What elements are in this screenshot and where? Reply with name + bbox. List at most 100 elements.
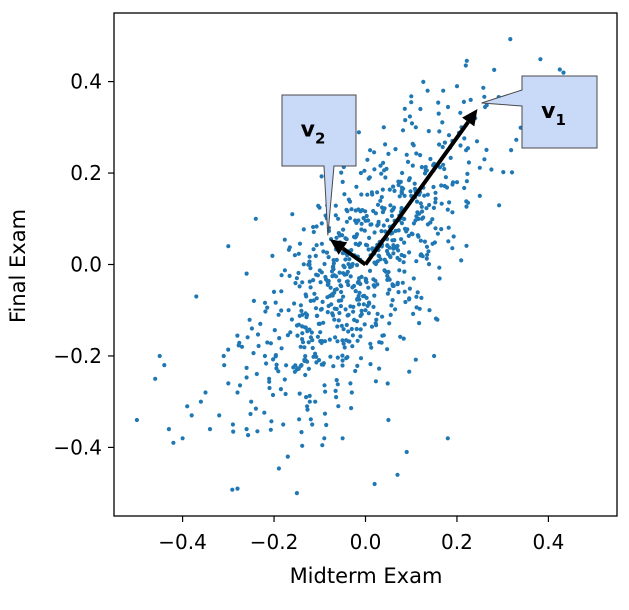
scatter-point [311,298,316,303]
scatter-point [302,345,307,350]
scatter-point [315,313,320,318]
scatter-point [279,346,284,351]
scatter-point [356,293,361,299]
scatter-point [381,160,386,165]
scatter-point [364,213,369,219]
scatter-point [337,310,342,316]
scatter-point [376,219,381,224]
scatter-point [407,297,412,302]
scatter-point [342,192,347,197]
scatter-point [414,294,419,299]
scatter-point [308,417,313,422]
scatter-point [417,211,422,216]
scatter-point [385,291,390,296]
scatter-point [482,157,487,162]
scatter-point [466,200,471,205]
scatter-point [355,297,360,302]
scatter-point [463,63,468,68]
scatter-point [332,317,337,322]
scatter-point [337,270,342,275]
scatter-point [361,302,366,307]
scatter-point [385,277,390,282]
scatter-point [353,241,358,246]
scatter-point [247,317,252,322]
scatter-point [419,252,424,257]
scatter-point [372,230,377,235]
scatter-point [308,335,313,340]
scatter-point [368,362,373,367]
scatter-point [282,237,287,242]
scatter-point [295,333,300,338]
scatter-point [349,406,354,411]
y-tick-label: 0.0 [70,253,102,277]
scatter-point [332,273,337,278]
scatter-point [340,363,345,368]
scatter-point [313,253,318,258]
scatter-point [306,366,311,371]
scatter-point [230,422,235,427]
scatter-point [366,285,371,290]
scatter-point [422,239,427,244]
scatter-point [430,241,435,246]
scatter-point [557,67,562,72]
scatter-point [345,269,350,274]
scatter-point [336,298,341,303]
scatter-point [380,333,385,338]
scatter-point [406,233,411,238]
scatter-point [334,378,339,383]
scatter-point [301,227,306,232]
scatter-point [294,276,299,281]
scatter-point [391,246,396,251]
scatter-point [230,487,235,492]
scatter-point [341,271,346,276]
scatter-point [341,327,346,332]
scatter-point [424,256,429,261]
scatter-point [508,37,513,42]
scatter-point [385,347,390,352]
x-axis-label: Midterm Exam [290,564,443,588]
scatter-point [354,326,359,332]
scatter-point [331,364,336,369]
scatter-point [303,311,308,316]
scatter-point [316,321,321,326]
scatter-point [248,411,253,417]
scatter-point [375,190,380,195]
scatter-point [501,170,506,175]
scatter-point [279,273,284,278]
scatter-point [432,353,437,359]
scatter-point [344,338,349,343]
scatter-point [359,192,364,197]
scatter-point [267,385,272,391]
x-tick-label: −0.4 [158,530,207,554]
scatter-point [383,269,388,274]
scatter-point [235,486,240,491]
scatter-point [426,262,432,267]
scatter-point [335,324,340,329]
scatter-point [403,299,408,305]
scatter-point [300,331,305,336]
scatter-point [402,193,407,198]
scatter-point [509,170,515,175]
scatter-point [413,125,418,130]
scatter-point [431,205,436,210]
scatter-point [358,356,364,361]
scatter-point [403,118,408,123]
scatter-point [411,311,416,316]
scatter-point [297,284,302,289]
scatter-point [414,199,420,204]
scatter-point [362,322,367,327]
scatter-point [402,269,407,274]
scatter-point [294,491,299,496]
scatter-point [340,179,345,184]
scatter-point [405,159,411,164]
scatter-point [328,354,333,359]
scatter-point [418,106,423,112]
scatter-point [386,151,391,156]
scatter-point [492,67,497,72]
scatter-point [322,383,327,388]
scatter-point [318,307,323,312]
scatter-point [244,365,249,370]
scatter-point [407,250,412,255]
scatter-point [314,224,319,229]
scatter-point [433,200,438,205]
